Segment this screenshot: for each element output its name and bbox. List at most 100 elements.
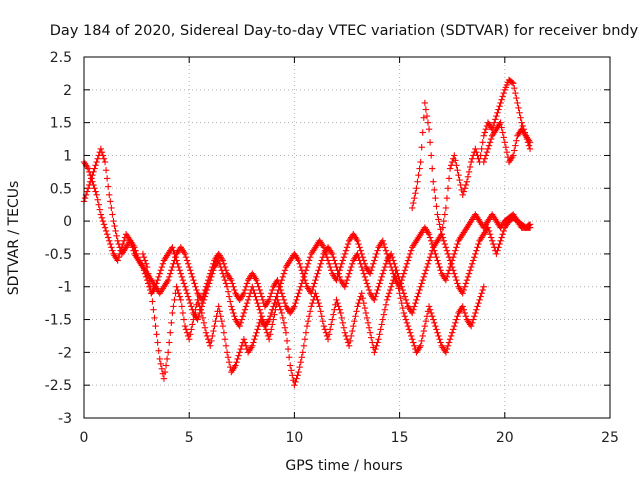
data-point [101,158,109,166]
data-point [298,267,305,274]
data-point [158,365,166,372]
data-point [495,106,502,113]
data-point [348,332,355,340]
data-point [482,152,490,159]
data-point [467,263,475,271]
data-point [446,257,454,264]
data-point [292,378,299,386]
data-point [281,324,289,331]
data-point [255,303,262,310]
data-point [465,168,473,176]
data-point [322,329,330,336]
data-point [392,270,399,277]
data-point [279,314,287,322]
data-point [169,244,176,251]
data-point [357,247,364,254]
data-point [311,280,318,287]
data-point [382,260,390,267]
data-point [498,124,505,131]
data-point [96,206,103,213]
data-point [376,280,383,287]
data-point [296,363,303,371]
data-point [462,313,470,320]
data-point [362,309,370,317]
data-point [179,309,187,317]
data-point [409,309,416,317]
data-point [486,231,494,238]
data-point [253,329,260,336]
data-point [147,283,154,290]
data-point [85,165,92,172]
data-point [454,313,461,320]
data-point [443,247,451,254]
data-point [484,224,492,231]
data-point [197,306,204,313]
data-point [342,247,350,254]
data-point [167,270,174,277]
data-point [371,349,378,356]
data-point [334,267,341,274]
data-point [254,280,261,287]
data-point [485,142,493,149]
data-point [409,336,416,343]
data-point [300,342,308,349]
data-point [373,342,380,349]
data-point [405,326,413,333]
data-point [245,293,253,300]
data-point [221,276,229,284]
data-point [201,324,209,331]
plot-frame [83,56,611,419]
data-point [301,276,309,284]
data-point [249,283,256,290]
data-point [493,112,500,120]
data-point [249,342,256,349]
y-tick-labels: -3 -2.5 -2 -1.5 -1 -0.5 0 0.5 1 1.5 2 2.5 [45,50,72,427]
data-point [199,314,207,322]
data-point [433,326,440,333]
data-point [107,198,114,205]
data-point [373,250,380,258]
data-point [451,152,458,159]
data-point [153,280,160,287]
data-point [146,276,153,284]
data-point [328,321,335,328]
data-point [176,267,183,274]
data-point [316,263,323,271]
data-point [382,301,390,308]
data-point [387,250,395,258]
data-point [460,188,467,195]
data-point [104,234,112,241]
data-point [433,253,440,261]
data-point [479,286,486,294]
data-point [295,368,302,376]
data-point [242,303,250,310]
data-point [349,260,356,267]
data-point [406,329,414,336]
data-point [447,332,455,340]
data-point [90,168,97,176]
data-point [432,322,439,330]
data-point [104,183,112,190]
data-point [341,250,349,258]
data-point [269,286,276,294]
data-point [486,139,494,146]
data-point [160,375,168,382]
data-point [341,283,349,290]
data-point [426,234,434,241]
data-point [354,250,361,258]
data-point [181,283,189,290]
data-point [329,250,336,258]
data-point [192,283,199,290]
data-point [452,273,459,281]
data-point [288,367,295,374]
data-point [421,322,429,330]
data-point [103,175,111,182]
data-point [167,329,174,336]
data-point [164,349,172,356]
chart-title: Day 184 of 2020, Sidereal Day-to-day VTE… [50,23,639,39]
data-point [230,283,237,290]
data-point [227,298,234,305]
data-point [142,260,150,267]
data-point [166,273,173,281]
data-point [151,314,158,322]
